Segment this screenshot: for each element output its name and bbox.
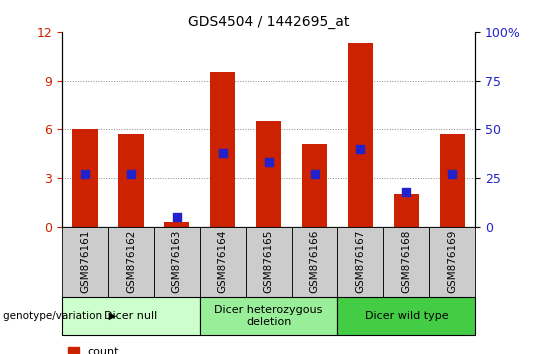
Point [218,150,227,155]
Title: GDS4504 / 1442695_at: GDS4504 / 1442695_at [188,16,349,29]
Point [172,214,181,219]
Bar [164,222,190,227]
Text: Dicer heterozygous
deletion: Dicer heterozygous deletion [214,305,323,327]
Bar [302,144,327,227]
Legend: count, percentile rank within the sample: count, percentile rank within the sample [68,347,275,354]
Point [402,189,410,194]
Text: GSM876166: GSM876166 [309,230,320,293]
Bar [338,227,383,297]
Bar [210,73,235,227]
Text: Dicer null: Dicer null [104,311,158,321]
Bar [62,297,200,335]
Bar [440,134,465,227]
Point [356,146,365,152]
Bar [394,194,419,227]
Text: Dicer wild type: Dicer wild type [364,311,448,321]
Bar [200,227,246,297]
Text: genotype/variation  ▶: genotype/variation ▶ [3,311,116,321]
Text: GSM876164: GSM876164 [218,230,228,293]
Text: GSM876161: GSM876161 [80,230,90,293]
Bar [62,227,108,297]
Bar [338,297,475,335]
Bar [383,227,429,297]
Bar [108,227,154,297]
Point [448,171,456,177]
Text: GSM876163: GSM876163 [172,230,182,293]
Bar [200,297,338,335]
Bar [246,227,292,297]
Point [126,171,135,177]
Bar [256,121,281,227]
Point [265,160,273,165]
Point [81,171,90,177]
Point [310,171,319,177]
Text: GSM876162: GSM876162 [126,230,136,293]
Text: GSM876167: GSM876167 [355,230,366,293]
Bar [72,129,98,227]
Bar [292,227,338,297]
Text: GSM876165: GSM876165 [264,230,274,293]
Text: GSM876169: GSM876169 [447,230,457,293]
Bar [348,43,373,227]
Text: GSM876168: GSM876168 [401,230,411,293]
Bar [429,227,475,297]
Bar [118,134,144,227]
Bar [154,227,200,297]
